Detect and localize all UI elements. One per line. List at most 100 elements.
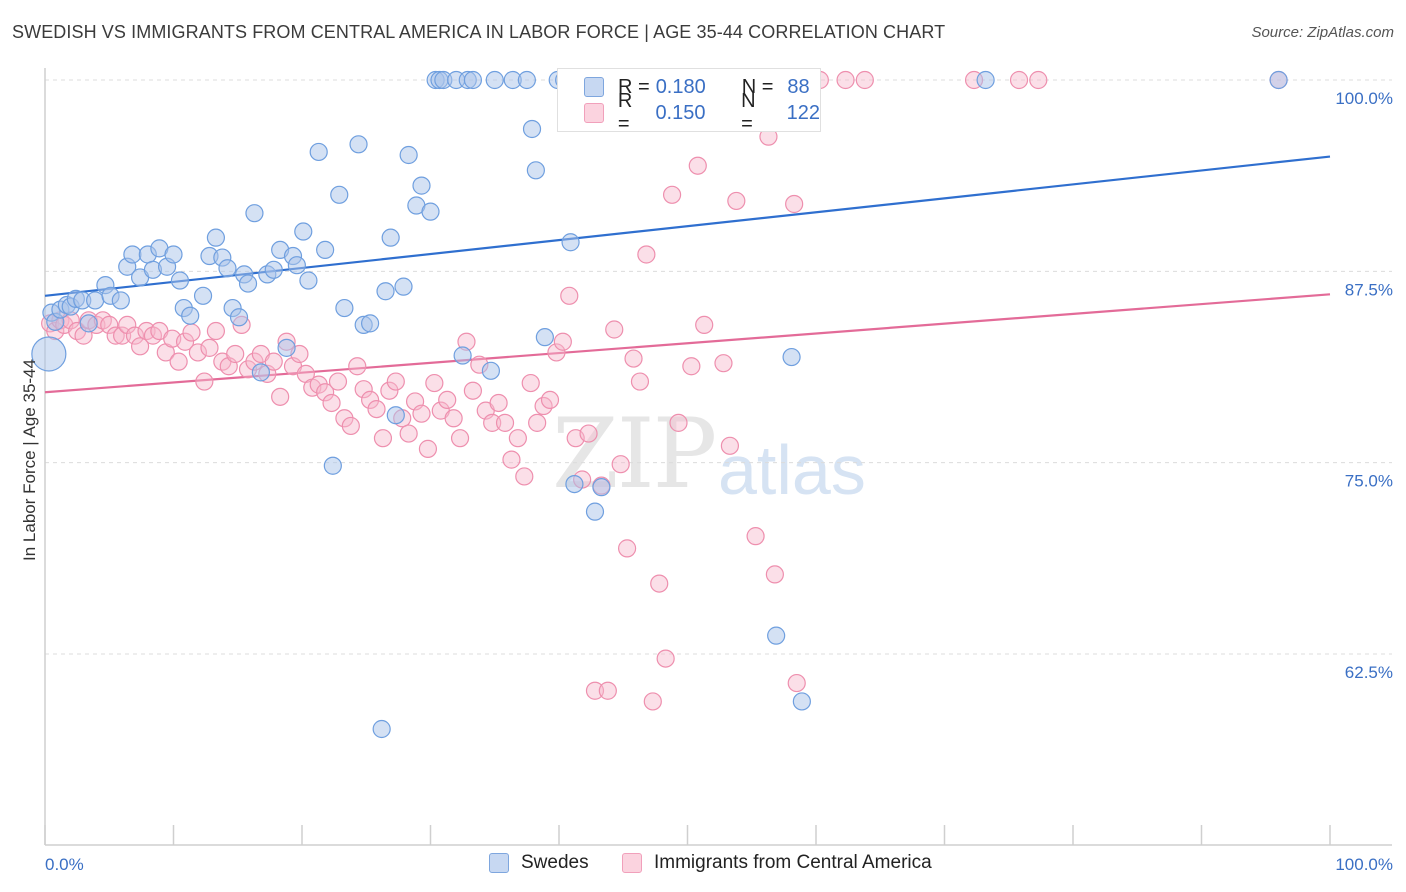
- legend-swatch-immigrants: [584, 103, 604, 123]
- data-point-immigrants: [143, 326, 163, 345]
- series-immigrants-points: [41, 70, 1288, 711]
- data-point-immigrants: [354, 380, 373, 399]
- data-point-immigrants: [585, 681, 605, 700]
- data-point-immigrants: [130, 337, 150, 356]
- data-point-immigrants: [643, 692, 662, 711]
- data-point-swedes: [229, 308, 249, 327]
- data-point-immigrants: [836, 70, 855, 90]
- data-point-immigrants: [579, 424, 598, 443]
- data-point-immigrants: [611, 455, 630, 474]
- data-point-immigrants: [521, 373, 540, 393]
- data-point-swedes: [372, 719, 391, 739]
- legend-row-immigrants: R = 0.150 N = 122: [558, 90, 820, 135]
- data-point-immigrants: [367, 399, 386, 419]
- data-point-immigrants: [560, 286, 579, 305]
- data-point-swedes: [1269, 70, 1288, 90]
- data-point-immigrants: [373, 429, 393, 448]
- data-point-swedes: [193, 286, 213, 305]
- data-point-immigrants: [483, 413, 502, 432]
- data-point-swedes: [316, 240, 335, 260]
- legend-label-immigrants: Immigrants from Central America: [654, 852, 932, 873]
- legend-item-swedes[interactable]: Swedes: [489, 852, 589, 874]
- data-point-swedes: [782, 347, 801, 367]
- data-point-immigrants: [418, 439, 438, 458]
- data-point-swedes: [309, 142, 328, 162]
- data-point-immigrants: [515, 467, 534, 486]
- data-point-immigrants: [271, 387, 290, 406]
- legend-r-value: 0.150: [655, 101, 706, 124]
- data-point-swedes: [294, 222, 313, 241]
- data-point-swedes: [561, 233, 580, 252]
- series-swedes-points: [31, 70, 1288, 739]
- data-point-immigrants: [746, 527, 765, 546]
- data-point-swedes: [245, 204, 264, 223]
- data-point-swedes: [277, 338, 296, 357]
- data-point-swedes: [79, 314, 98, 333]
- data-point-swedes: [206, 228, 226, 247]
- data-point-immigrants: [425, 373, 444, 393]
- legend-swatch-swedes: [489, 853, 509, 873]
- watermark-atlas: atlas: [718, 431, 866, 509]
- data-point-immigrants: [508, 429, 527, 448]
- legend-r-label: R =: [617, 90, 633, 135]
- data-point-immigrants: [1029, 70, 1048, 90]
- data-point-swedes: [585, 502, 605, 521]
- data-point-swedes: [399, 145, 418, 165]
- data-point-swedes: [376, 282, 395, 301]
- data-point-swedes: [330, 185, 349, 204]
- data-point-immigrants: [169, 352, 188, 371]
- data-point-immigrants: [547, 343, 566, 362]
- data-point-immigrants: [618, 539, 637, 558]
- legend-item-immigrants[interactable]: Immigrants from Central America: [622, 852, 932, 874]
- data-point-immigrants: [444, 409, 463, 428]
- data-point-swedes: [535, 328, 554, 347]
- data-point-immigrants: [328, 372, 348, 391]
- data-point-immigrants: [785, 194, 804, 214]
- series-legend: Swedes Immigrants from Central America: [0, 852, 1406, 878]
- tick-labels: 62.5% 75.0% 87.5% 100.0% 0.0% 100.0%: [45, 89, 1393, 874]
- data-point-swedes: [181, 306, 200, 325]
- data-point-immigrants: [787, 673, 806, 693]
- data-point-immigrants: [598, 681, 617, 700]
- data-point-immigrants: [720, 436, 740, 455]
- data-point-immigrants: [855, 70, 874, 90]
- legend-n-value: 122: [786, 101, 820, 124]
- data-point-swedes: [323, 456, 342, 475]
- y-tick-label: 75.0%: [1345, 472, 1393, 491]
- data-point-immigrants: [348, 357, 367, 376]
- data-point-swedes: [565, 474, 584, 494]
- data-point-swedes: [767, 626, 786, 645]
- data-point-immigrants: [195, 372, 214, 391]
- data-point-immigrants: [226, 344, 245, 364]
- data-point-immigrants: [450, 429, 470, 448]
- data-point-swedes: [381, 228, 400, 247]
- data-point-immigrants: [540, 390, 560, 410]
- data-point-immigrants: [264, 352, 283, 371]
- data-point-swedes: [792, 692, 811, 711]
- data-point-immigrants: [669, 413, 688, 432]
- legend-n-value: 88: [787, 75, 810, 98]
- legend-n-label: N =: [741, 75, 774, 98]
- data-point-swedes: [287, 256, 306, 275]
- data-point-immigrants: [206, 321, 226, 341]
- data-point-immigrants: [528, 413, 547, 432]
- data-point-immigrants: [1009, 70, 1029, 90]
- data-point-swedes: [299, 271, 318, 290]
- data-point-immigrants: [489, 393, 508, 413]
- legend-r-label: R =: [618, 75, 650, 98]
- data-point-immigrants: [175, 332, 195, 351]
- data-point-immigrants: [200, 338, 219, 357]
- data-point-immigrants: [100, 315, 119, 335]
- data-point-immigrants: [662, 185, 682, 204]
- data-point-immigrants: [341, 416, 360, 436]
- data-point-immigrants: [188, 343, 208, 362]
- data-point-swedes: [481, 361, 500, 380]
- source-label[interactable]: Source: ZipAtlas.com: [1251, 24, 1394, 41]
- data-point-immigrants: [137, 321, 156, 341]
- data-point-immigrants: [637, 245, 656, 264]
- data-point-swedes: [526, 161, 545, 180]
- data-point-swedes: [264, 260, 283, 279]
- stats-legend: R = 0.180 N = 88 R = 0.150 N = 122: [557, 68, 821, 135]
- data-point-immigrants: [322, 393, 341, 413]
